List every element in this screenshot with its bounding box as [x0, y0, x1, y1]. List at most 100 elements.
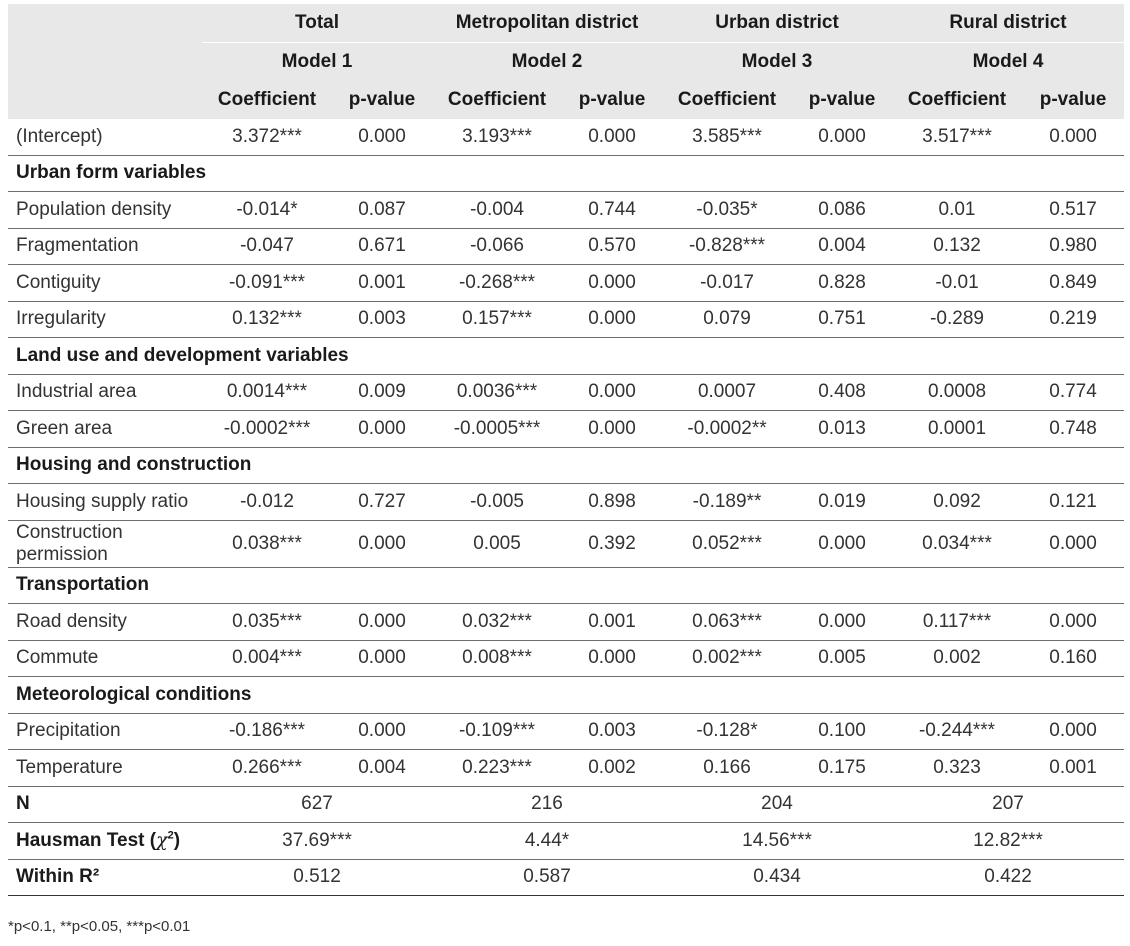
- summary-label-text: Within R²: [16, 866, 100, 888]
- header-model-4: Model 4: [892, 42, 1125, 81]
- p-value-cell: 0.751: [792, 301, 893, 338]
- row-label: Road density: [8, 603, 202, 641]
- p-value-cell: 0.392: [562, 520, 663, 568]
- table-row: Road density 0.035*** 0.000 0.032*** 0.001 0.…: [8, 603, 1125, 641]
- summary-value-cell: 14.56***: [662, 822, 893, 860]
- section-row: Housing and construction: [8, 447, 1125, 484]
- header-coefficient: Coefficient: [202, 81, 332, 119]
- coefficient-cell: 0.079: [662, 301, 793, 338]
- summary-label-end: ): [173, 830, 181, 852]
- table-row: Housing supply ratio -0.012 0.727 -0.005 0.8…: [8, 483, 1125, 521]
- p-value-cell: 0.980: [1022, 228, 1125, 265]
- coefficient-cell: -0.012: [202, 483, 332, 521]
- p-value-cell: 0.087: [332, 191, 433, 229]
- header-coefficient: Coefficient: [432, 81, 563, 119]
- section-label: Meteorological conditions: [8, 676, 1125, 714]
- coefficient-cell: 0.166: [662, 749, 793, 787]
- coefficient-cell: 3.585***: [662, 119, 793, 156]
- p-value-cell: 0.517: [1022, 191, 1125, 229]
- p-value-cell: 0.748: [1022, 410, 1125, 448]
- p-value-cell: 0.849: [1022, 264, 1125, 302]
- p-value-cell: 0.003: [332, 301, 433, 338]
- p-value-cell: 0.000: [332, 119, 433, 156]
- coefficient-cell: -0.186***: [202, 713, 332, 750]
- p-value-cell: 0.100: [792, 713, 893, 750]
- header-model-1: Model 1: [202, 42, 433, 81]
- coefficient-cell: 0.0014***: [202, 374, 332, 411]
- table-row: Irregularity 0.132*** 0.003 0.157*** 0.000 0.…: [8, 301, 1125, 338]
- row-label: Temperature: [8, 749, 202, 787]
- coefficient-cell: 0.002***: [662, 640, 793, 677]
- table-row: Construction permission 0.038*** 0.000 0.00…: [8, 520, 1125, 568]
- p-value-cell: 0.000: [1022, 603, 1125, 641]
- coefficient-cell: 0.223***: [432, 749, 563, 787]
- summary-label: N: [8, 786, 202, 823]
- p-value-cell: 0.000: [792, 603, 893, 641]
- p-value-cell: 0.000: [332, 603, 433, 641]
- p-value-cell: 0.000: [562, 119, 663, 156]
- coefficient-cell: -0.244***: [892, 713, 1023, 750]
- header-model-2: Model 2: [432, 42, 663, 81]
- p-value-cell: 0.086: [792, 191, 893, 229]
- section-label: Urban form variables: [8, 155, 1125, 192]
- header-coefficient: Coefficient: [662, 81, 793, 119]
- header-p-value: p-value: [1022, 81, 1125, 119]
- summary-label: Within R²: [8, 859, 202, 896]
- coefficient-cell: 0.132: [892, 228, 1023, 265]
- coefficient-cell: -0.035*: [662, 191, 793, 229]
- coefficient-cell: 0.063***: [662, 603, 793, 641]
- row-label: Precipitation: [8, 713, 202, 750]
- coefficient-cell: 0.002: [892, 640, 1023, 677]
- p-value-cell: 0.000: [1022, 119, 1125, 156]
- p-value-cell: 0.000: [562, 301, 663, 338]
- coefficient-cell: 0.038***: [202, 520, 332, 568]
- coefficient-cell: 0.157***: [432, 301, 563, 338]
- table-row: Population density -0.014* 0.087 -0.004 0.74…: [8, 191, 1125, 229]
- p-value-cell: 0.000: [1022, 520, 1125, 568]
- table-row: Green area -0.0002*** 0.000 -0.0005*** 0.000…: [8, 410, 1125, 448]
- header-blank-cell: [8, 4, 202, 119]
- coefficient-cell: 0.005: [432, 520, 563, 568]
- coefficient-cell: -0.047: [202, 228, 332, 265]
- coefficient-cell: 3.193***: [432, 119, 563, 156]
- p-value-cell: 0.000: [332, 713, 433, 750]
- summary-label-text: Hausman Test (: [16, 830, 157, 852]
- summary-value-cell: 627: [202, 786, 433, 823]
- table-row: Precipitation -0.186*** 0.000 -0.109*** 0.00…: [8, 713, 1125, 750]
- header-p-value: p-value: [792, 81, 893, 119]
- header-group-metropolitan: Metropolitan district: [432, 4, 663, 43]
- p-value-cell: 0.828: [792, 264, 893, 302]
- table-row: Contiguity -0.091*** 0.001 -0.268*** 0.000 -0…: [8, 264, 1125, 302]
- coefficient-cell: 0.0008: [892, 374, 1023, 411]
- header-coefficient: Coefficient: [892, 81, 1023, 119]
- header-model-3: Model 3: [662, 42, 893, 81]
- header-group-total: Total: [202, 4, 433, 43]
- header-p-value: p-value: [332, 81, 433, 119]
- row-label: Irregularity: [8, 301, 202, 338]
- section-row: Urban form variables: [8, 155, 1125, 192]
- row-label: Industrial area: [8, 374, 202, 411]
- p-value-cell: 0.001: [332, 264, 433, 302]
- coefficient-cell: 0.034***: [892, 520, 1023, 568]
- p-value-cell: 0.671: [332, 228, 433, 265]
- row-label: Green area: [8, 410, 202, 448]
- p-value-cell: 0.019: [792, 483, 893, 521]
- p-value-cell: 0.005: [792, 640, 893, 677]
- coefficient-cell: 3.517***: [892, 119, 1023, 156]
- p-value-cell: 0.000: [792, 520, 893, 568]
- coefficient-cell: -0.0002***: [202, 410, 332, 448]
- coefficient-cell: 0.092: [892, 483, 1023, 521]
- section-row: Meteorological conditions: [8, 676, 1125, 714]
- table-row: Industrial area 0.0014*** 0.009 0.0036*** 0.…: [8, 374, 1125, 411]
- section-label: Housing and construction: [8, 447, 1125, 484]
- coefficient-cell: -0.828***: [662, 228, 793, 265]
- summary-value-cell: 0.512: [202, 859, 433, 896]
- coefficient-cell: -0.0005***: [432, 410, 563, 448]
- summary-value-cell: 207: [892, 786, 1125, 823]
- coefficient-cell: -0.004: [432, 191, 563, 229]
- coefficient-cell: 0.0007: [662, 374, 793, 411]
- coefficient-cell: 0.0001: [892, 410, 1023, 448]
- section-label: Land use and development variables: [8, 337, 1125, 375]
- p-value-cell: 0.727: [332, 483, 433, 521]
